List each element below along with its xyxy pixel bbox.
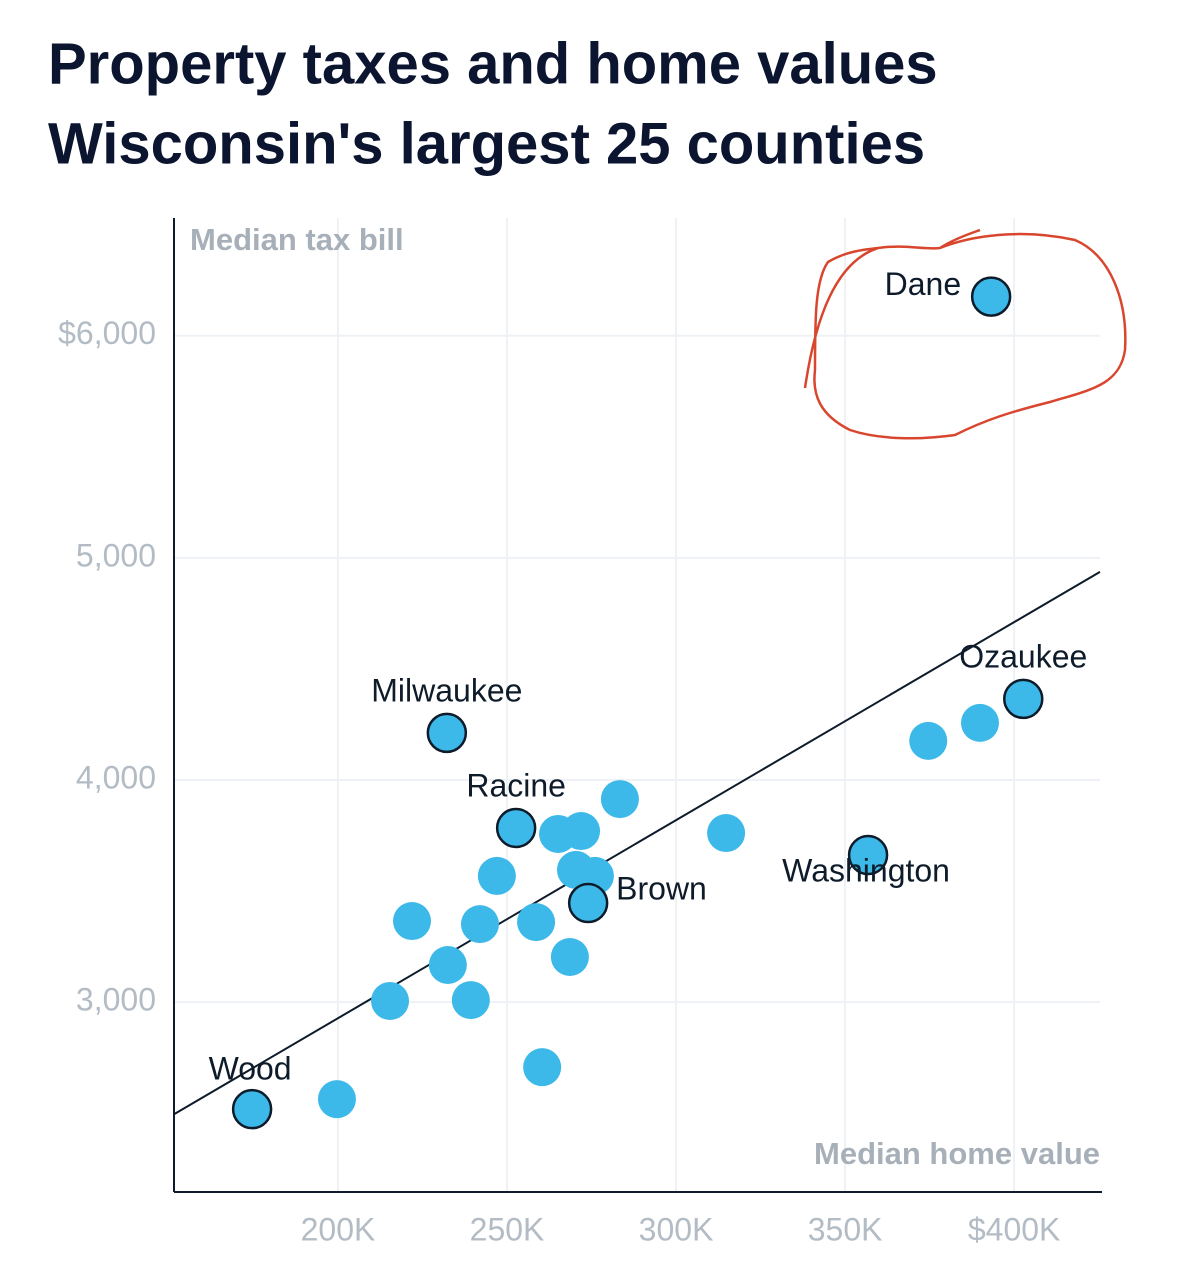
trend-line bbox=[173, 570, 1101, 1116]
point-label: Racine bbox=[466, 767, 566, 803]
data-point bbox=[600, 780, 639, 819]
data-point bbox=[1003, 678, 1044, 720]
y-axis-label: Median tax bill bbox=[190, 222, 404, 257]
data-point bbox=[523, 1048, 562, 1087]
point-label: Brown bbox=[616, 870, 707, 906]
marks bbox=[173, 276, 1101, 1130]
chart-subtitle: Wisconsin's largest 25 counties bbox=[48, 111, 925, 176]
x-tick-label: 200K bbox=[301, 1211, 376, 1247]
data-point bbox=[371, 981, 410, 1020]
x-tick-label: $400K bbox=[968, 1211, 1061, 1247]
y-tick-label: 3,000 bbox=[76, 982, 156, 1018]
point-label: Washington bbox=[782, 852, 950, 888]
data-point bbox=[451, 981, 490, 1020]
data-point bbox=[970, 276, 1012, 317]
chart-title: Property taxes and home values bbox=[48, 31, 938, 96]
point-label: Ozaukee bbox=[959, 638, 1087, 674]
data-point bbox=[426, 712, 468, 754]
data-point bbox=[231, 1088, 273, 1130]
data-point bbox=[567, 882, 609, 924]
data-point bbox=[460, 905, 499, 944]
grid bbox=[174, 218, 1100, 1192]
data-point bbox=[960, 703, 999, 742]
point-label: Milwaukee bbox=[371, 672, 522, 708]
x-tick-label: 300K bbox=[639, 1211, 714, 1247]
data-point bbox=[909, 721, 948, 760]
data-point bbox=[495, 807, 537, 849]
data-point bbox=[477, 856, 516, 895]
data-point bbox=[393, 902, 432, 941]
x-tick-label: 250K bbox=[470, 1211, 545, 1247]
data-point bbox=[517, 903, 556, 942]
point-label: Wood bbox=[209, 1051, 292, 1087]
data-point bbox=[550, 937, 589, 976]
x-tick-label: 350K bbox=[808, 1211, 883, 1247]
data-point bbox=[562, 812, 601, 851]
x-axis-label: Median home value bbox=[814, 1136, 1100, 1171]
annotation-circle bbox=[803, 228, 1127, 440]
y-tick-label: 5,000 bbox=[76, 537, 156, 573]
point-label: Dane bbox=[885, 266, 962, 302]
y-tick-label: $6,000 bbox=[58, 315, 156, 351]
y-tick-label: 4,000 bbox=[76, 759, 156, 795]
data-point bbox=[317, 1080, 356, 1119]
data-point bbox=[428, 945, 467, 984]
data-point bbox=[847, 834, 889, 876]
data-point bbox=[707, 814, 746, 853]
